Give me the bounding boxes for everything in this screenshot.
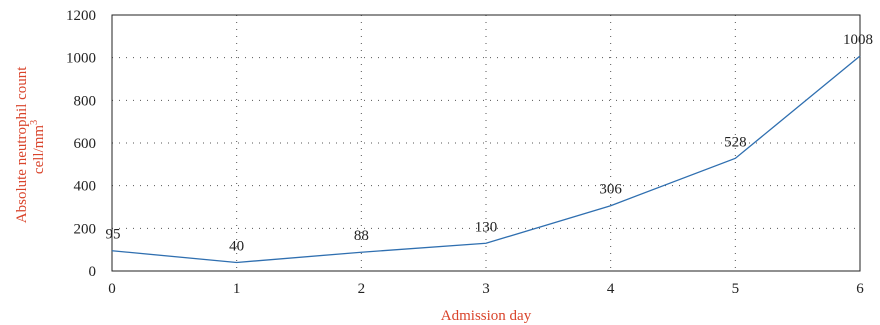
- plot-frame: [111, 14, 861, 272]
- x-tick-label: 6: [856, 281, 864, 297]
- y-tick-label: 800: [74, 93, 97, 109]
- y-tick-label: 200: [74, 221, 97, 237]
- data-label: 40: [229, 238, 244, 254]
- x-tick-label: 2: [358, 281, 366, 297]
- data-label: 306: [599, 182, 622, 198]
- data-label: 1008: [843, 32, 873, 48]
- y-tick-label: 600: [74, 136, 97, 152]
- data-label: 88: [354, 228, 369, 244]
- y-tick-label: 1000: [66, 51, 96, 67]
- x-axis-title: Admission day: [441, 308, 532, 324]
- x-tick-label: 0: [108, 281, 116, 297]
- x-tick-label: 5: [732, 281, 740, 297]
- grid-lines: [112, 15, 860, 271]
- data-label: 95: [106, 227, 121, 243]
- y-axis-title-line2: cell/mm: [31, 125, 47, 174]
- data-labels: 95 40 88 130 306 528 1008: [106, 32, 874, 255]
- y-tick-label: 400: [74, 179, 97, 195]
- series-line: [111, 55, 861, 264]
- y-axis-ticks: 0 200 400 600 800 1000 1200: [66, 8, 96, 280]
- data-label: 130: [475, 219, 498, 235]
- y-tick-label: 0: [89, 264, 97, 280]
- y-axis-title: Absolute neutrophil count cell/mm3: [14, 63, 47, 223]
- y-tick-label: 1200: [66, 8, 96, 24]
- x-axis-ticks: 0 1 2 3 4 5 6: [108, 281, 864, 297]
- y-axis-title-superscript: 3: [29, 120, 40, 125]
- series-group: [111, 55, 861, 264]
- x-tick-label: 3: [482, 281, 490, 297]
- x-tick-label: 1: [233, 281, 241, 297]
- y-axis-title-line1: Absolute neutrophil count: [14, 66, 30, 223]
- x-tick-label: 4: [607, 281, 615, 297]
- data-label: 528: [724, 134, 747, 150]
